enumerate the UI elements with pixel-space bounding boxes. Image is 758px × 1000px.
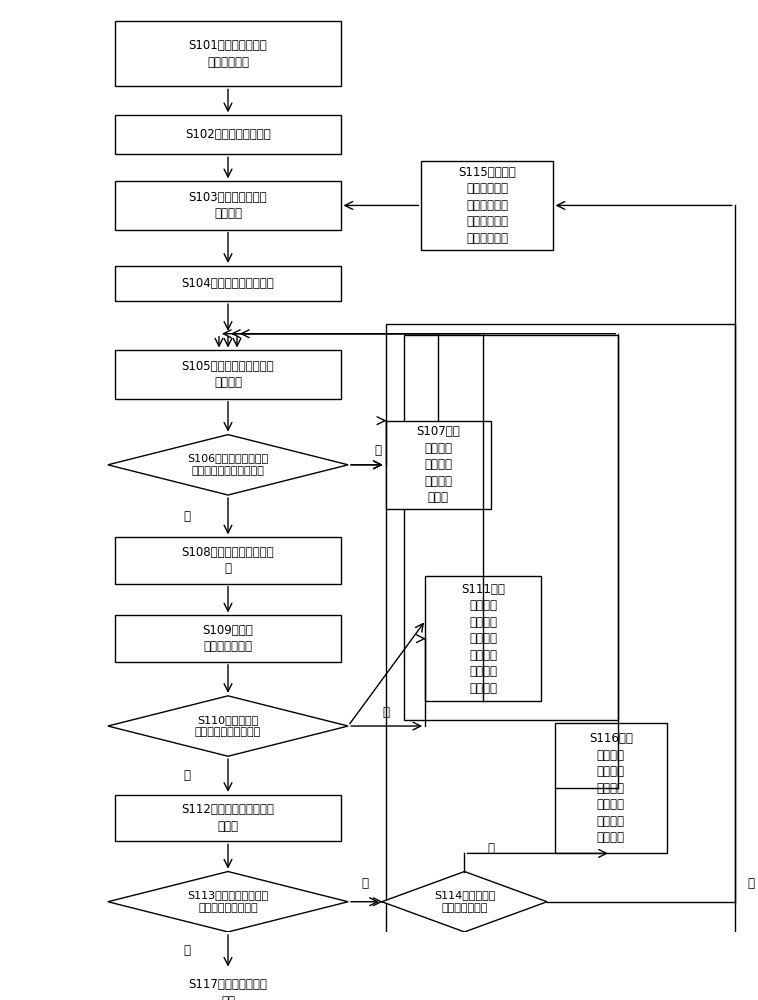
Text: S105：小批量线束生产和
电气检测: S105：小批量线束生产和 电气检测	[182, 360, 274, 389]
Text: 否: 否	[487, 842, 494, 855]
Text: S117：线束产品认可
实验: S117：线束产品认可 实验	[189, 978, 268, 1000]
Bar	[115, 537, 340, 584]
Polygon shape	[382, 872, 547, 932]
Bar	[115, 181, 340, 230]
Text: S109：整车
电磁兼容性测试: S109：整车 电磁兼容性测试	[202, 624, 253, 653]
Text: 否: 否	[374, 444, 381, 457]
Bar	[405, 335, 619, 720]
Text: 否: 否	[382, 706, 389, 719]
Bar	[386, 324, 735, 1000]
Text: 是: 是	[183, 944, 190, 957]
Bar	[555, 723, 667, 853]
Bar	[123, 970, 333, 1000]
Text: 否: 否	[362, 877, 368, 890]
Text: S108：小批量线束生产试
装: S108：小批量线束生产试 装	[182, 546, 274, 575]
Text: S104：生成线束二维图纸: S104：生成线束二维图纸	[182, 277, 274, 290]
Bar	[115, 266, 340, 301]
Text: S115：根据小
批量线束生产
试装评价结果
重新生成线束
三维布置方案: S115：根据小 批量线束生产 试装评价结果 重新生成线束 三维布置方案	[458, 166, 516, 245]
Text: S106：小批量线束电气
性能是否满足功能需求？: S106：小批量线束电气 性能是否满足功能需求？	[187, 453, 268, 476]
Text: 是: 是	[183, 510, 190, 523]
Text: S107：根
据线束问
题重新生
成线束二
维图纸: S107：根 据线束问 题重新生 成线束二 维图纸	[416, 425, 460, 504]
Text: 是: 是	[183, 769, 190, 782]
Text: S102：生成电气原理图: S102：生成电气原理图	[185, 128, 271, 141]
Bar	[115, 21, 340, 86]
Text: S112：小批量线束生产试
装评价: S112：小批量线束生产试 装评价	[182, 803, 274, 833]
Text: S110：整车电磁
兼容性测试是否通过？: S110：整车电磁 兼容性测试是否通过？	[195, 715, 261, 737]
Polygon shape	[108, 872, 348, 932]
Bar	[115, 350, 340, 399]
Bar	[115, 795, 340, 841]
Text: 是: 是	[747, 877, 755, 890]
Text: S113：小批量线束生产
试装评价是否通过？: S113：小批量线束生产 试装评价是否通过？	[187, 890, 268, 913]
Bar	[386, 421, 490, 509]
Text: S103：确定线束三维
布置方案: S103：确定线束三维 布置方案	[189, 191, 268, 220]
Text: S101：确定整车电气
系统功能配置: S101：确定整车电气 系统功能配置	[189, 39, 268, 69]
Bar	[115, 615, 340, 662]
Bar	[425, 576, 541, 701]
Bar	[115, 115, 340, 154]
Text: S114：是否涉及
三维方案更改？: S114：是否涉及 三维方案更改？	[434, 890, 495, 913]
Bar	[421, 161, 553, 250]
Text: S116：根
据小批量
线束生产
试装评价
结果重新
生成线束
二维图纸: S116：根 据小批量 线束生产 试装评价 结果重新 生成线束 二维图纸	[589, 732, 633, 844]
Text: S111：根
据所述整
车电磁兼
容性测试
结果重新
生成线束
二维图纸: S111：根 据所述整 车电磁兼 容性测试 结果重新 生成线束 二维图纸	[462, 583, 505, 695]
Polygon shape	[108, 696, 348, 756]
Polygon shape	[108, 435, 348, 495]
